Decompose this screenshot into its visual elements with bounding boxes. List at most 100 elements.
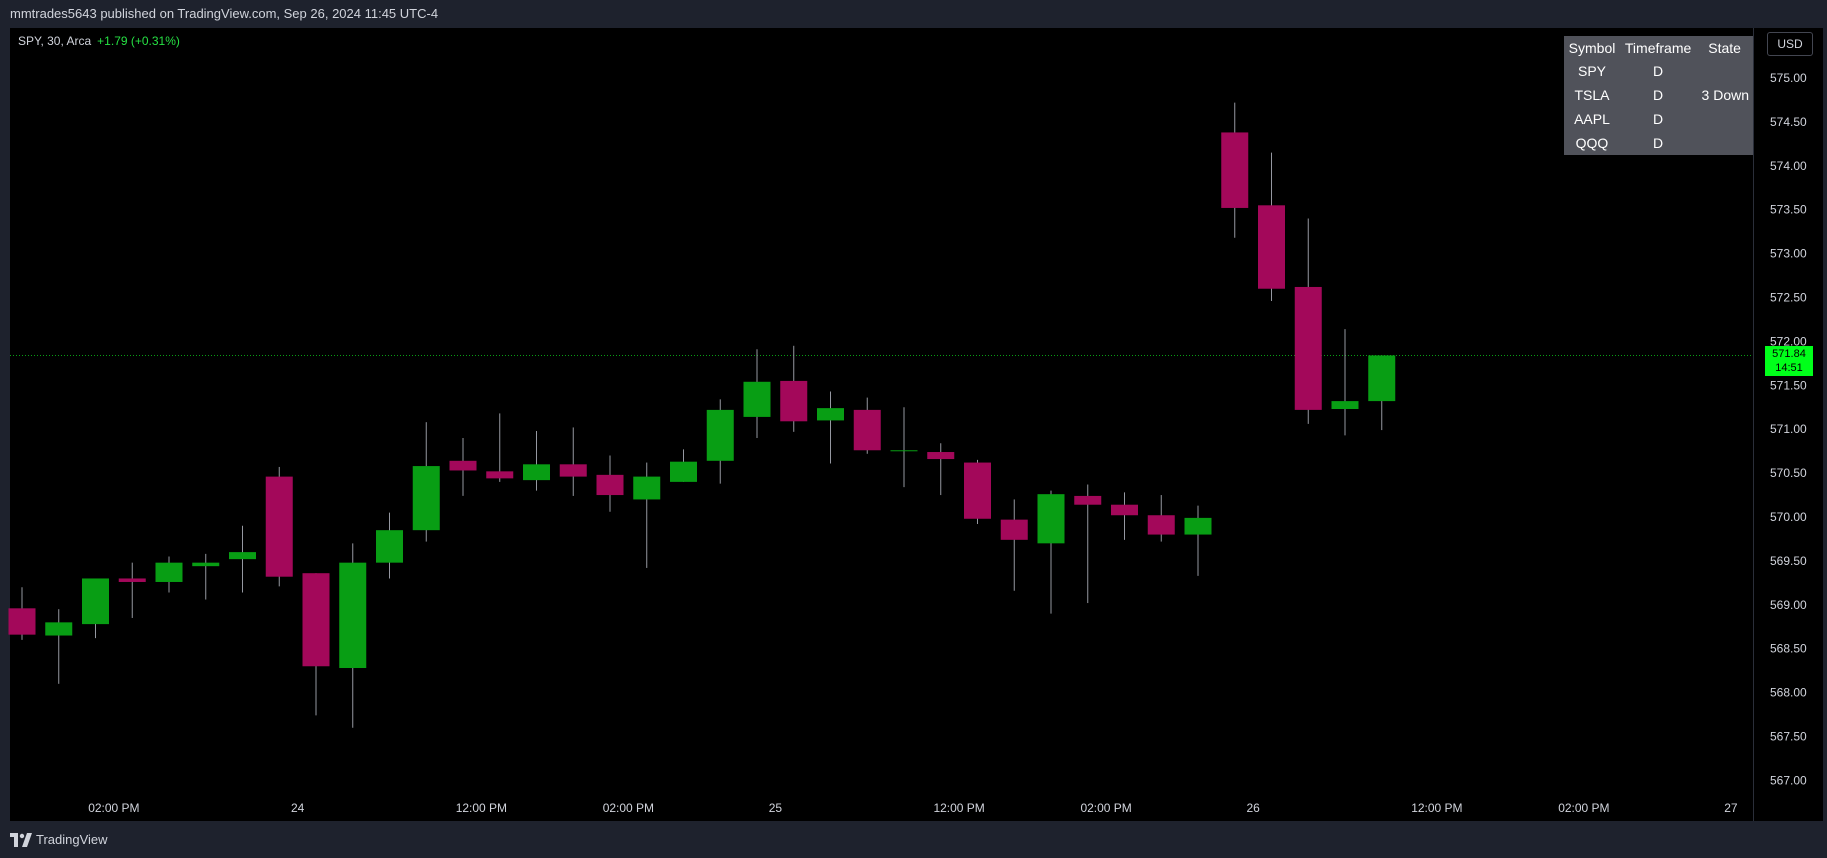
state-table-cell bbox=[1696, 107, 1753, 131]
candle-up bbox=[817, 408, 844, 421]
candle-up bbox=[1331, 401, 1359, 410]
y-tick-label: 567.50 bbox=[1770, 730, 1807, 744]
y-tick-label: 569.00 bbox=[1770, 598, 1807, 612]
candle-down bbox=[1221, 132, 1249, 208]
candle-up bbox=[155, 562, 183, 582]
candle-up bbox=[339, 562, 367, 669]
state-table-cell: D bbox=[1653, 63, 1664, 79]
y-tick-label: 569.50 bbox=[1770, 554, 1807, 568]
state-table-cell: D bbox=[1653, 87, 1664, 103]
state-table-cell: AAPL bbox=[1574, 111, 1610, 127]
candle-down bbox=[596, 474, 624, 496]
state-table-cell: D bbox=[1653, 111, 1664, 127]
candle-up bbox=[706, 409, 734, 461]
publish-header: mmtrades5643 published on TradingView.co… bbox=[0, 0, 1827, 28]
candle-up bbox=[192, 562, 220, 567]
y-tick-label: 570.50 bbox=[1770, 466, 1807, 480]
y-tick-label: 571.50 bbox=[1770, 378, 1807, 392]
candle-down bbox=[853, 409, 881, 451]
candle-down bbox=[1074, 495, 1102, 505]
candle-down bbox=[486, 471, 514, 479]
state-table-row: TSLA D 3 Down bbox=[1564, 83, 1753, 107]
bar-countdown: 14:51 bbox=[1775, 362, 1803, 375]
brand-name: TradingView bbox=[36, 832, 108, 847]
state-table-cell: QQQ bbox=[1575, 135, 1609, 151]
candle-down bbox=[927, 452, 955, 460]
state-table-cell bbox=[1696, 131, 1753, 155]
candle-up bbox=[1368, 355, 1396, 402]
candle-down bbox=[1147, 515, 1175, 535]
candle-up bbox=[1184, 517, 1212, 535]
candle-up bbox=[670, 461, 697, 482]
state-table-row: QQQ D bbox=[1564, 131, 1753, 155]
x-tick-label: 02:00 PM bbox=[1080, 801, 1131, 815]
publish-info: mmtrades5643 published on TradingView.co… bbox=[10, 6, 439, 21]
last-price-value: 571.84 bbox=[1772, 348, 1806, 361]
x-tick-label: 12:00 PM bbox=[456, 801, 507, 815]
x-tick-label: 26 bbox=[1246, 801, 1260, 815]
last-price-tag: 571.84 14:51 bbox=[1765, 346, 1813, 377]
y-tick-label: 567.00 bbox=[1770, 773, 1807, 787]
x-tick-label: 02:00 PM bbox=[603, 801, 654, 815]
x-tick-label: 27 bbox=[1724, 801, 1738, 815]
y-tick-label: 571.00 bbox=[1770, 422, 1807, 436]
state-table: Symbol Timeframe State SPY D TSLA D 3 Do… bbox=[1564, 36, 1753, 155]
state-table-cell: SPY bbox=[1577, 63, 1606, 79]
y-tick-label: 572.50 bbox=[1770, 291, 1807, 305]
candle-up bbox=[45, 622, 73, 636]
x-tick-label: 25 bbox=[769, 801, 783, 815]
tradingview-logo[interactable]: TradingView bbox=[10, 821, 108, 858]
y-tick-label: 573.00 bbox=[1770, 247, 1807, 261]
candle-down bbox=[1294, 286, 1322, 410]
candle-up bbox=[890, 450, 918, 452]
candle-down bbox=[449, 460, 477, 471]
currency-button[interactable]: USD bbox=[1767, 32, 1813, 56]
chart-panel[interactable] bbox=[10, 28, 1753, 821]
state-table-row: AAPL D bbox=[1564, 107, 1753, 131]
y-tick-label: 568.50 bbox=[1770, 642, 1807, 656]
state-table-row: SPY D bbox=[1564, 59, 1753, 83]
legend-symbol: SPY, 30, Arca bbox=[18, 34, 92, 48]
candle-down bbox=[964, 462, 991, 519]
x-tick-label: 02:00 PM bbox=[1558, 801, 1609, 815]
y-tick-label: 573.50 bbox=[1770, 203, 1807, 217]
state-table-cell: TSLA bbox=[1574, 87, 1610, 103]
price-axis[interactable] bbox=[1753, 28, 1823, 821]
state-table-header: State bbox=[1708, 39, 1741, 56]
state-table-cell bbox=[1696, 59, 1753, 83]
candle-up bbox=[1037, 494, 1065, 544]
footer: TradingView bbox=[0, 821, 1827, 858]
state-table-header: Symbol bbox=[1568, 39, 1616, 56]
candle-down bbox=[780, 380, 808, 422]
candle-up bbox=[229, 552, 256, 560]
state-table-header: Timeframe bbox=[1624, 39, 1692, 56]
candle-up bbox=[743, 381, 771, 417]
state-table-cell: 3 Down bbox=[1701, 87, 1749, 103]
candle-down bbox=[302, 573, 330, 667]
state-table-cell: D bbox=[1653, 135, 1664, 151]
x-tick-label: 12:00 PM bbox=[1411, 801, 1462, 815]
state-table-header-row: Symbol Timeframe State bbox=[1564, 36, 1753, 59]
candle-down bbox=[1258, 205, 1285, 289]
legend-change: +1.79 (+0.31%) bbox=[97, 34, 180, 48]
x-tick-label: 12:00 PM bbox=[933, 801, 984, 815]
candle-down bbox=[118, 578, 146, 582]
candle-down bbox=[1111, 504, 1138, 516]
candle-down bbox=[559, 464, 587, 477]
y-tick-label: 575.00 bbox=[1770, 71, 1807, 85]
candle-up bbox=[82, 578, 109, 625]
y-tick-label: 574.50 bbox=[1770, 115, 1807, 129]
y-tick-label: 568.00 bbox=[1770, 686, 1807, 700]
x-tick-label: 02:00 PM bbox=[88, 801, 139, 815]
y-tick-label: 572.00 bbox=[1770, 334, 1807, 348]
candle-down bbox=[1000, 519, 1028, 540]
y-tick-label: 570.00 bbox=[1770, 510, 1807, 524]
candle-up bbox=[376, 530, 403, 563]
symbol-legend[interactable]: SPY, 30, Arca +1.79 (+0.31%) bbox=[18, 34, 180, 48]
candle-down bbox=[265, 476, 293, 577]
candle-up bbox=[412, 466, 440, 531]
tradingview-icon bbox=[10, 832, 32, 847]
candle-down bbox=[8, 608, 36, 635]
x-tick-label: 24 bbox=[291, 801, 305, 815]
